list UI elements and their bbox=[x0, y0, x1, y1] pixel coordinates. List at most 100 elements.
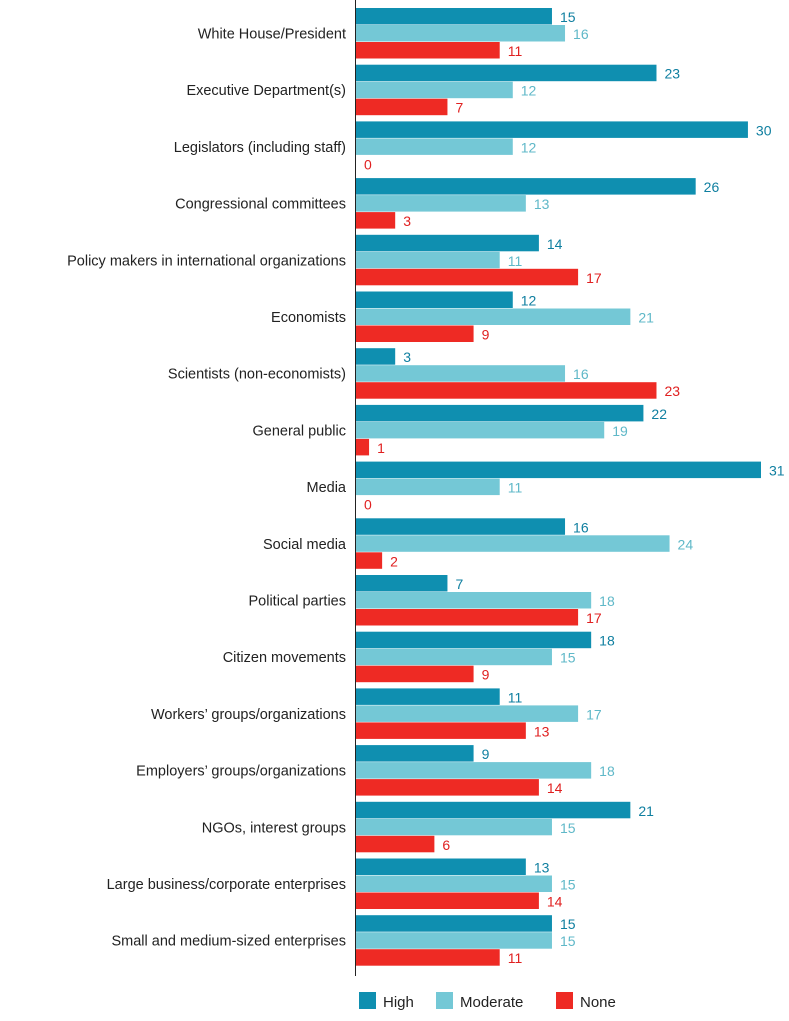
value-label-none: 23 bbox=[664, 383, 680, 399]
value-label-high: 16 bbox=[573, 519, 589, 535]
category-label: Media bbox=[307, 480, 347, 496]
value-label-moderate: 18 bbox=[599, 593, 615, 609]
value-label-none: 14 bbox=[547, 780, 563, 796]
value-label-high: 15 bbox=[560, 916, 576, 932]
bar-high bbox=[356, 404, 644, 422]
bar-moderate bbox=[356, 308, 631, 325]
bar-none bbox=[356, 722, 526, 739]
value-label-none: 9 bbox=[482, 327, 490, 343]
category-label: White House/President bbox=[198, 27, 346, 43]
bar-none bbox=[356, 892, 539, 909]
bar-none bbox=[356, 212, 396, 229]
bar-high bbox=[356, 518, 566, 535]
bar-moderate bbox=[356, 705, 579, 722]
legend: High Moderate None bbox=[359, 992, 616, 1011]
legend-swatch-high bbox=[359, 992, 376, 1009]
value-label-high: 18 bbox=[599, 633, 615, 649]
category-label: Large business/corporate enterprises bbox=[107, 877, 346, 893]
category-label: Policy makers in international organizat… bbox=[67, 253, 346, 269]
value-label-moderate: 13 bbox=[534, 196, 550, 212]
value-label-high: 9 bbox=[482, 746, 490, 762]
value-label-high: 3 bbox=[403, 349, 411, 365]
category-label: Social media bbox=[263, 537, 347, 553]
category-label: Citizen movements bbox=[223, 650, 346, 666]
bar-moderate bbox=[356, 875, 552, 892]
bar-moderate bbox=[356, 648, 552, 666]
legend-label-high: High bbox=[383, 994, 414, 1011]
category-label: Legislators (including staff) bbox=[174, 140, 346, 156]
value-label-none: 17 bbox=[586, 610, 602, 626]
value-label-high: 26 bbox=[704, 179, 720, 195]
bar-high bbox=[356, 234, 539, 252]
value-label-none: 0 bbox=[364, 156, 372, 172]
value-label-high: 15 bbox=[560, 9, 576, 25]
bar-moderate bbox=[356, 535, 670, 552]
legend-label-none: None bbox=[580, 994, 616, 1011]
bar-high bbox=[356, 801, 631, 819]
category-label: Political parties bbox=[248, 594, 346, 610]
value-label-none: 0 bbox=[364, 497, 372, 513]
category-labels-group: White House/President Executive Departmen… bbox=[67, 27, 347, 950]
bar-high bbox=[356, 178, 696, 195]
value-label-high: 13 bbox=[534, 860, 550, 876]
bar-none bbox=[356, 665, 474, 683]
bar-moderate bbox=[356, 365, 566, 382]
bar-high bbox=[356, 745, 474, 762]
bar-moderate bbox=[356, 762, 592, 779]
value-label-none: 13 bbox=[534, 723, 550, 739]
value-label-high: 31 bbox=[769, 463, 785, 479]
value-label-moderate: 16 bbox=[573, 366, 589, 382]
value-label-moderate: 15 bbox=[560, 820, 576, 836]
value-label-none: 11 bbox=[508, 950, 523, 966]
value-label-moderate: 11 bbox=[508, 253, 523, 269]
bar-none bbox=[356, 325, 474, 342]
bar-moderate bbox=[356, 478, 500, 496]
bar-high bbox=[356, 858, 526, 875]
bar-moderate bbox=[356, 932, 552, 949]
bar-none bbox=[356, 949, 500, 966]
category-label: Small and medium-sized enterprises bbox=[111, 934, 346, 950]
value-label-moderate: 16 bbox=[573, 26, 589, 42]
bar-high bbox=[356, 631, 592, 649]
value-label-none: 3 bbox=[403, 213, 411, 229]
bar-none bbox=[356, 98, 448, 116]
value-label-none: 6 bbox=[442, 837, 450, 853]
bar-none bbox=[356, 835, 435, 853]
value-label-none: 9 bbox=[482, 667, 490, 683]
value-label-moderate: 17 bbox=[586, 706, 602, 722]
value-label-moderate: 15 bbox=[560, 650, 576, 666]
value-label-moderate: 12 bbox=[521, 139, 537, 155]
bar-moderate bbox=[356, 25, 566, 42]
value-label-moderate: 21 bbox=[638, 310, 654, 326]
bar-none bbox=[356, 438, 370, 456]
category-label: Executive Department(s) bbox=[186, 83, 346, 99]
bar-high bbox=[356, 461, 761, 479]
bar-moderate bbox=[356, 421, 605, 439]
bar-high bbox=[356, 348, 396, 365]
category-label: Economists bbox=[271, 310, 346, 326]
value-label-none: 7 bbox=[455, 100, 463, 116]
bar-none bbox=[356, 609, 579, 626]
value-label-none: 1 bbox=[377, 440, 385, 456]
category-label: Workers’ groups/organizations bbox=[151, 707, 346, 723]
value-label-high: 23 bbox=[664, 66, 680, 82]
legend-label-moderate: Moderate bbox=[460, 994, 523, 1011]
legend-swatch-moderate bbox=[436, 992, 453, 1009]
value-label-moderate: 12 bbox=[521, 83, 537, 99]
bar-none bbox=[356, 382, 657, 399]
value-label-none: 2 bbox=[390, 553, 398, 569]
category-label: NGOs, interest groups bbox=[202, 820, 346, 836]
bar-high bbox=[356, 8, 552, 25]
value-label-moderate: 18 bbox=[599, 763, 615, 779]
value-label-none: 17 bbox=[586, 270, 602, 286]
bar-none bbox=[356, 268, 579, 286]
category-label: Scientists (non-economists) bbox=[168, 367, 346, 383]
bars-group: 1516112312730120261331411171221931623221… bbox=[356, 8, 785, 966]
value-label-moderate: 19 bbox=[612, 423, 628, 439]
bar-high bbox=[356, 291, 513, 308]
bar-high bbox=[356, 121, 748, 138]
value-label-moderate: 15 bbox=[560, 933, 576, 949]
bar-high bbox=[356, 64, 657, 82]
bar-high bbox=[356, 915, 552, 932]
value-label-high: 21 bbox=[638, 803, 654, 819]
